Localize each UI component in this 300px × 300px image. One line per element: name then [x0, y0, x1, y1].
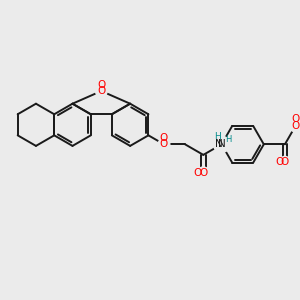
Circle shape — [279, 156, 291, 168]
Circle shape — [213, 136, 230, 152]
Text: O: O — [275, 157, 283, 167]
Text: O: O — [199, 168, 207, 178]
Text: O: O — [291, 114, 300, 124]
Text: O: O — [160, 133, 168, 143]
Text: O: O — [97, 80, 105, 90]
Text: H: H — [225, 134, 231, 143]
Text: N: N — [215, 139, 223, 149]
Text: O: O — [193, 168, 202, 178]
Circle shape — [158, 139, 170, 150]
Text: H: H — [214, 133, 220, 142]
Text: O: O — [97, 86, 105, 96]
Circle shape — [197, 167, 209, 179]
Text: O: O — [160, 139, 168, 149]
Circle shape — [290, 120, 300, 132]
Circle shape — [95, 85, 107, 97]
Text: O: O — [281, 157, 289, 167]
Text: N: N — [218, 139, 226, 149]
Text: O: O — [291, 121, 300, 131]
